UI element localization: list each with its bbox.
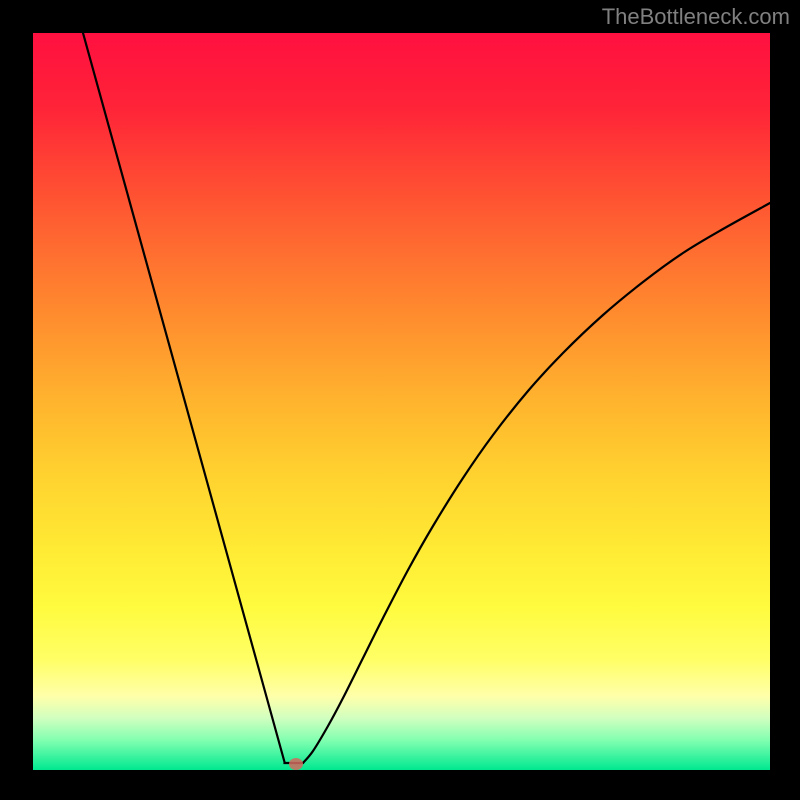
minimum-marker [289, 758, 303, 770]
chart-container: TheBottleneck.com [0, 0, 800, 800]
plot-area [33, 33, 770, 770]
curve-left-and-flat [83, 33, 303, 763]
curve-right-branch [303, 203, 770, 763]
watermark-text: TheBottleneck.com [602, 4, 790, 30]
curve-layer [33, 33, 770, 770]
